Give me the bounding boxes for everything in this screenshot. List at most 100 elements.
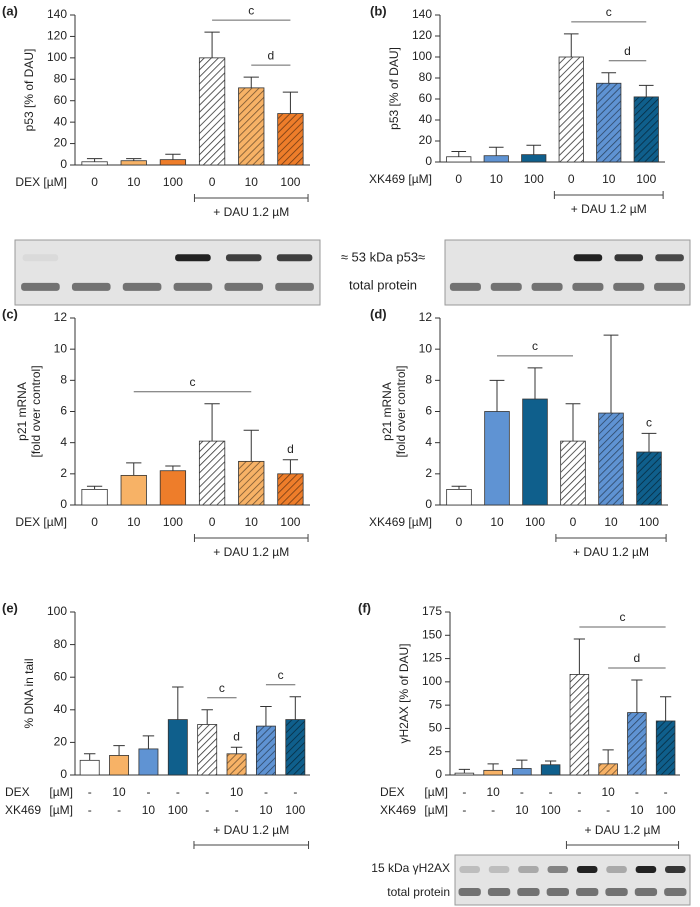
y-tick-label: 60: [419, 91, 433, 105]
row-value: 0: [570, 515, 577, 529]
significance-label: c: [606, 5, 612, 19]
y-axis-label: p53 [% of DAU]: [387, 47, 401, 130]
error-bar: [126, 158, 142, 161]
blot-band: [449, 282, 481, 291]
row-label: DEX [µM]: [15, 175, 67, 189]
blot-band: [518, 866, 539, 873]
row-unit: [µM]: [424, 803, 448, 817]
bar: [446, 156, 472, 163]
row-value: 10: [127, 175, 141, 189]
row-value: -: [606, 803, 610, 817]
error-bar: [516, 759, 528, 769]
bar: [512, 768, 532, 776]
treatment-bracket: [193, 194, 309, 202]
row-value: -: [146, 785, 150, 799]
blot-band: [576, 866, 598, 873]
row-label: XK469: [380, 803, 416, 817]
blot-band: [225, 254, 262, 262]
treatment-label: + DAU 1.2 µM: [585, 823, 661, 837]
blot-label: total protein: [349, 277, 417, 292]
y-tick-label: 80: [419, 70, 433, 84]
row-value: -: [462, 803, 466, 817]
blot-band: [21, 282, 60, 291]
row-label: XK469: [5, 803, 41, 817]
row-value: -: [88, 803, 92, 817]
row-value: -: [635, 785, 639, 799]
y-tick-label: 4: [60, 435, 67, 449]
row-value: -: [577, 785, 581, 799]
y-tick-label: 20: [419, 133, 433, 147]
row-value: 0: [455, 172, 462, 186]
significance-label: c: [190, 375, 196, 389]
row-value: 10: [630, 803, 644, 817]
row-value: 100: [168, 803, 188, 817]
row-value: 10: [490, 172, 504, 186]
bar: [120, 474, 147, 506]
error-bar: [201, 709, 213, 725]
y-tick-label: 6: [60, 404, 67, 418]
panel-label: (a): [2, 3, 18, 18]
row-value: 10: [259, 803, 273, 817]
y-tick-label: 40: [54, 114, 68, 128]
blot-band: [605, 888, 628, 896]
y-tick-label: 80: [54, 637, 68, 651]
significance-label: c: [532, 339, 538, 353]
y-tick-label: 140: [47, 7, 67, 21]
y-tick-label: 80: [54, 71, 68, 85]
bar: [109, 755, 130, 776]
treatment-label: + DAU 1.2 µM: [213, 823, 289, 837]
blot-image: [444, 239, 691, 306]
error-bar: [260, 706, 272, 727]
row-value: -: [117, 803, 121, 817]
y-tick-label: 100: [47, 604, 67, 618]
row-unit: [µM]: [424, 785, 448, 799]
row-value: 10: [127, 515, 141, 529]
row-value: 10: [486, 785, 500, 799]
blot-band: [487, 888, 511, 896]
y-tick-label: 12: [54, 310, 68, 324]
row-value: 10: [245, 515, 259, 529]
error-bar: [451, 485, 467, 490]
row-value: 100: [285, 803, 305, 817]
error-bar: [660, 696, 672, 721]
treatment-bracket: [565, 841, 680, 849]
blot-band: [654, 282, 686, 291]
significance-label: c: [219, 681, 225, 695]
row-value: 10: [601, 785, 615, 799]
bar: [446, 489, 472, 506]
y-tick-label: 0: [60, 497, 67, 511]
y-tick-label: 0: [60, 767, 67, 781]
y-tick-label: 25: [429, 744, 443, 758]
y-axis-label: % DNA in tail: [22, 658, 36, 728]
error-bar: [451, 151, 467, 157]
bar: [484, 411, 510, 506]
y-tick-label: 10: [54, 341, 68, 355]
bar: [81, 489, 108, 506]
row-value: 0: [209, 515, 216, 529]
row-value: -: [664, 785, 668, 799]
bar: [255, 725, 276, 776]
error-bar: [165, 153, 181, 160]
treatment-label: + DAU 1.2 µM: [213, 545, 289, 559]
y-tick-label: 0: [425, 497, 432, 511]
blot-label: ≈ 53 kDa p53≈: [341, 249, 425, 264]
row-unit: [µM]: [49, 785, 73, 799]
error-bar: [527, 367, 543, 400]
blot-band: [576, 888, 599, 896]
error-bar: [487, 763, 499, 771]
error-bar: [204, 403, 220, 442]
bar: [159, 470, 187, 506]
bar: [636, 451, 662, 506]
blot-band: [459, 866, 480, 873]
blot-band: [488, 866, 510, 873]
bar: [521, 154, 547, 163]
blot-band: [175, 254, 211, 262]
row-value: 10: [602, 172, 616, 186]
y-tick-label: 20: [54, 735, 68, 749]
bar: [198, 440, 226, 506]
bar: [285, 719, 306, 776]
row-label: XK469 [µM]: [369, 172, 432, 186]
row-value: 10: [245, 175, 259, 189]
error-bar: [204, 31, 220, 58]
